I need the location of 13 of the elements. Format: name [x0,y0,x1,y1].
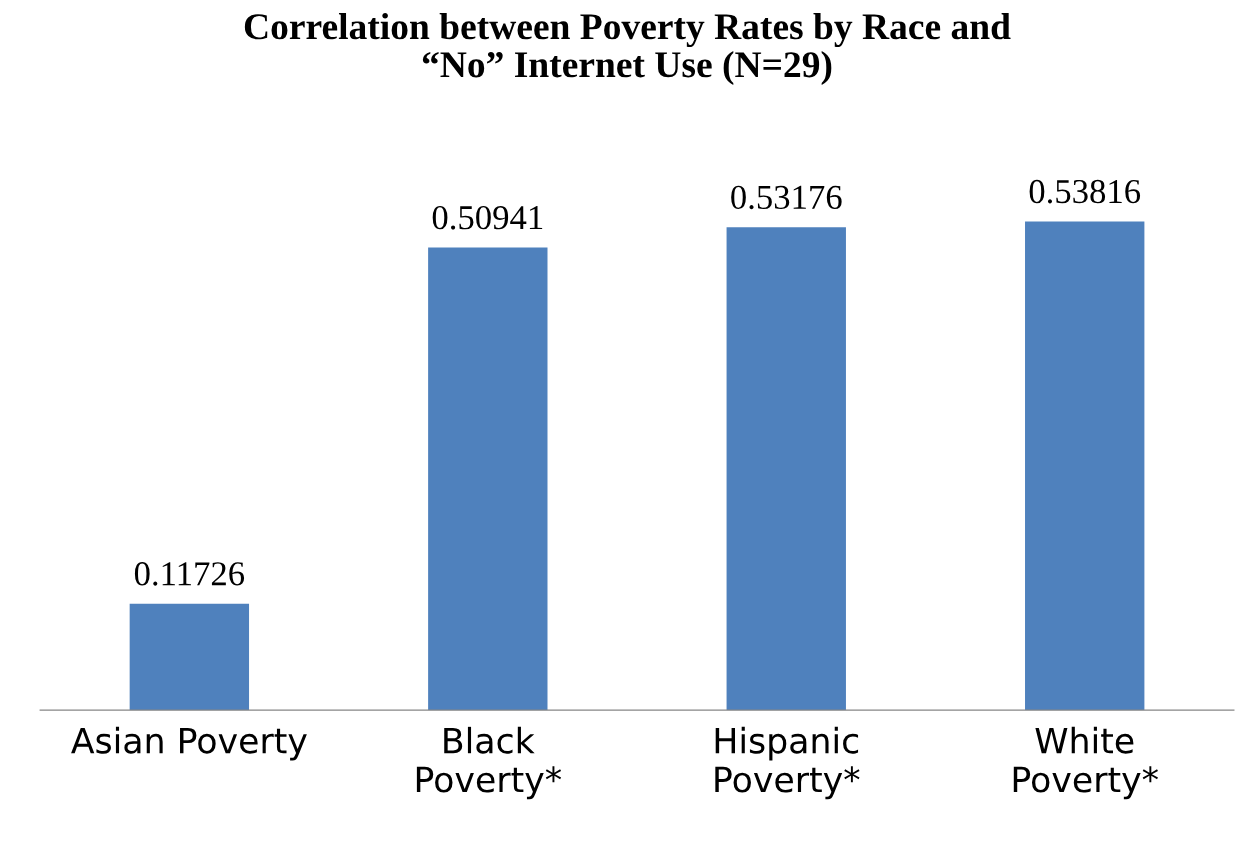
x-tick-label: White Poverty* [1013,726,1158,800]
data-label: 0.53816 [1029,179,1141,204]
data-label: 0.11726 [134,562,245,586]
data-label: 0.53176 [731,185,842,210]
x-tick-label: Hispanic Poverty* [715,726,860,800]
bar [428,247,548,711]
bar [726,227,846,711]
bar [129,603,250,711]
chart-title: Correlation between Poverty Rates by Race and “No” Internet Use (N=29) [244,12,1011,85]
data-label: 0.50941 [432,205,543,230]
x-tick-label: Black Poverty* [416,726,562,800]
x-tick-label: Asian Poverty [71,726,307,761]
bar [1025,221,1145,711]
